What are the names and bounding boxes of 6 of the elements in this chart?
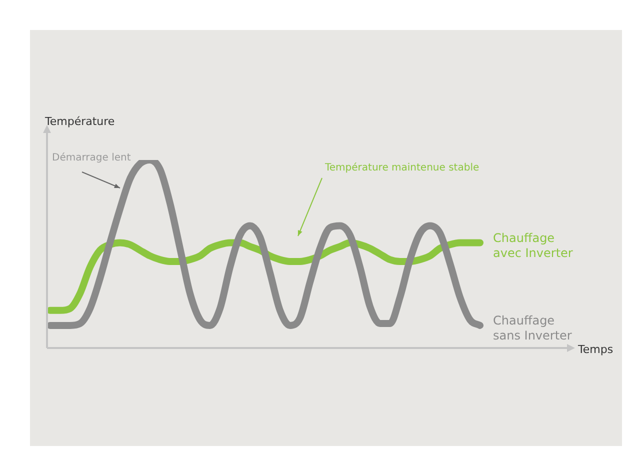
y-axis-title: Température <box>44 114 115 128</box>
annotation: Température maintenue stable <box>324 162 480 174</box>
series-label: Chauffage sans Inverter <box>493 314 572 343</box>
text: Temps <box>577 342 614 356</box>
annotation: Démarrage lent <box>52 152 131 164</box>
series-label: Chauffage avec Inverter <box>493 230 573 260</box>
